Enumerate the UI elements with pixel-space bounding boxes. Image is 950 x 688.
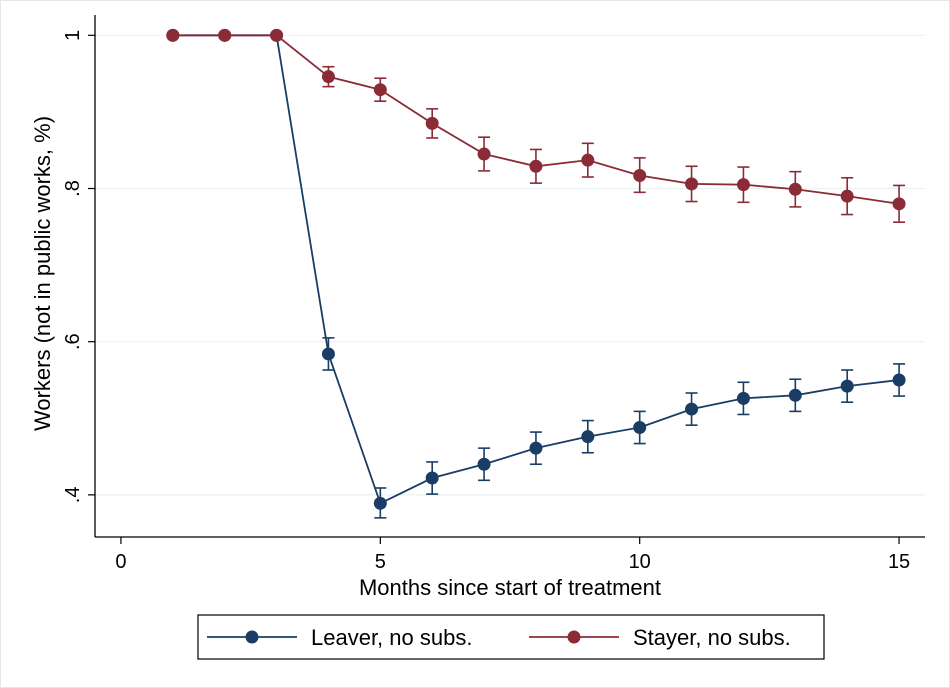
data-point [477, 147, 491, 161]
series-2 [166, 28, 906, 224]
x-tick-label: 15 [888, 551, 910, 573]
legend-item: Stayer, no subs. [529, 625, 791, 650]
y-tick-label: .4 [62, 487, 84, 504]
data-point [633, 168, 647, 182]
data-point [529, 159, 543, 173]
data-point [581, 430, 595, 444]
gridlines [95, 34, 925, 496]
series [166, 28, 906, 519]
data-point [788, 182, 802, 196]
x-axis-label: Months since start of treatment [359, 575, 661, 600]
y-axis-label: Workers (not in public works, %) [30, 116, 55, 431]
data-point [736, 178, 750, 192]
y-tick-label: 1 [62, 30, 84, 41]
legend-label: Leaver, no subs. [311, 625, 472, 650]
data-point [425, 471, 439, 485]
axes [94, 15, 925, 538]
x-tick-label: 5 [375, 551, 386, 573]
data-point [685, 402, 699, 416]
data-point [892, 197, 906, 211]
legend-box [197, 614, 825, 660]
legend-marker [245, 630, 259, 644]
data-point [633, 420, 647, 434]
data-point [840, 189, 854, 203]
y-ticks: .4 .6 .8 1 [62, 30, 95, 503]
data-point [321, 70, 335, 84]
data-point [270, 28, 284, 42]
data-point [788, 388, 802, 402]
x-ticks: 0 5 10 15 [115, 537, 910, 573]
legend: Leaver, no subs. Stayer, no subs. [197, 614, 825, 660]
series-1 [166, 28, 906, 519]
y-tick-label: .8 [62, 180, 84, 197]
data-point [529, 441, 543, 455]
data-point [477, 457, 491, 471]
x-tick-label: 0 [115, 551, 126, 573]
data-point [218, 28, 232, 42]
data-point [840, 379, 854, 393]
data-point [373, 83, 387, 97]
data-point [166, 28, 180, 42]
legend-item: Leaver, no subs. [207, 625, 472, 650]
data-point [373, 496, 387, 510]
x-tick-label: 10 [629, 551, 651, 573]
data-point [425, 116, 439, 130]
legend-marker [567, 630, 581, 644]
data-point [736, 391, 750, 405]
data-point [321, 347, 335, 361]
legend-label: Stayer, no subs. [633, 625, 791, 650]
data-point [892, 373, 906, 387]
data-point [685, 177, 699, 191]
data-point [581, 153, 595, 167]
y-tick-label: .6 [62, 333, 84, 350]
